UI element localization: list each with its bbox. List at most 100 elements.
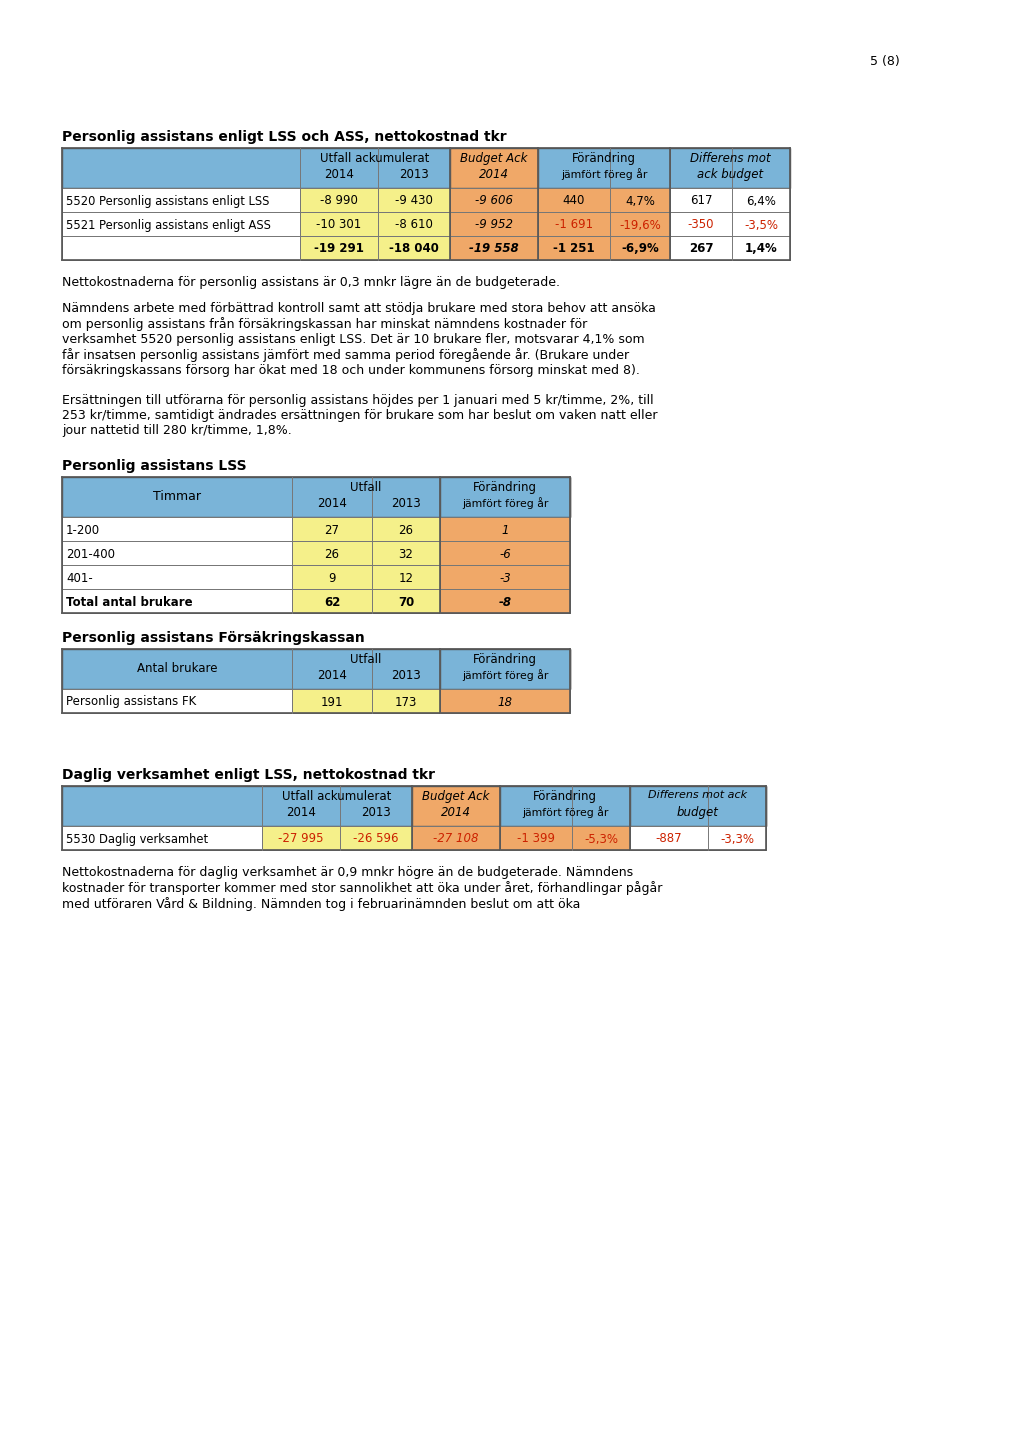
Bar xyxy=(450,149,538,188)
Text: -8 610: -8 610 xyxy=(395,218,433,231)
Bar xyxy=(62,589,292,613)
Text: 267: 267 xyxy=(689,242,714,255)
Text: budget: budget xyxy=(677,807,719,820)
Text: Nettokostnaderna för personlig assistans är 0,3 mnkr lägre än de budgeterade.: Nettokostnaderna för personlig assistans… xyxy=(62,276,560,289)
Text: 5530 Daglig verksamhet: 5530 Daglig verksamhet xyxy=(66,833,208,846)
Bar xyxy=(292,541,440,566)
Text: Antal brukare: Antal brukare xyxy=(137,662,217,675)
Text: Timmar: Timmar xyxy=(153,491,201,504)
Text: 2014: 2014 xyxy=(441,807,471,820)
Text: 2013: 2013 xyxy=(361,807,391,820)
Text: 6,4%: 6,4% xyxy=(746,195,776,208)
Bar xyxy=(62,541,292,566)
Bar xyxy=(412,825,500,850)
Bar xyxy=(440,589,570,613)
Bar xyxy=(412,786,500,825)
Bar xyxy=(670,212,790,237)
Text: ack budget: ack budget xyxy=(697,167,763,180)
Bar xyxy=(62,517,292,541)
Bar xyxy=(62,237,300,260)
Text: Förändring: Förändring xyxy=(473,654,537,667)
Bar xyxy=(440,688,570,713)
Bar xyxy=(62,478,570,517)
Text: -27 995: -27 995 xyxy=(279,833,324,846)
Text: -8: -8 xyxy=(499,596,512,609)
Bar xyxy=(62,566,292,589)
Text: 2013: 2013 xyxy=(391,670,421,683)
Text: -1 399: -1 399 xyxy=(517,833,555,846)
Bar xyxy=(62,149,790,188)
Text: -5,3%: -5,3% xyxy=(584,833,618,846)
Text: 62: 62 xyxy=(324,596,340,609)
Bar xyxy=(670,237,790,260)
Bar xyxy=(630,786,766,825)
Bar xyxy=(292,566,440,589)
Bar xyxy=(630,825,766,850)
Text: 2013: 2013 xyxy=(399,167,429,180)
Bar xyxy=(300,212,450,237)
Text: 1,4%: 1,4% xyxy=(744,242,777,255)
Text: 5520 Personlig assistans enligt LSS: 5520 Personlig assistans enligt LSS xyxy=(66,195,269,208)
Text: 2014: 2014 xyxy=(479,167,509,180)
Text: -6,9%: -6,9% xyxy=(622,242,658,255)
Text: -18 040: -18 040 xyxy=(389,242,439,255)
Text: jämfört föreg år: jämfört föreg år xyxy=(462,496,548,509)
Text: -9 952: -9 952 xyxy=(475,218,513,231)
Bar xyxy=(440,478,570,517)
Text: Utfall: Utfall xyxy=(350,481,382,494)
Text: 18: 18 xyxy=(498,696,512,709)
Text: 617: 617 xyxy=(690,195,713,208)
Text: 201-400: 201-400 xyxy=(66,547,115,560)
Text: -3,5%: -3,5% xyxy=(744,218,778,231)
Text: Förändring: Förändring xyxy=(534,789,597,802)
Text: Förändring: Förändring xyxy=(572,152,636,165)
Bar xyxy=(538,237,670,260)
Text: 2013: 2013 xyxy=(391,496,421,509)
Text: -9 606: -9 606 xyxy=(475,195,513,208)
Text: Budget Ack: Budget Ack xyxy=(422,789,489,802)
Bar xyxy=(670,188,790,212)
Bar xyxy=(440,517,570,541)
Text: Personlig assistans enligt LSS och ASS, nettokostnad tkr: Personlig assistans enligt LSS och ASS, … xyxy=(62,130,507,144)
Text: -19 291: -19 291 xyxy=(314,242,364,255)
Text: Nettokostnaderna för daglig verksamhet är 0,9 mnkr högre än de budgeterade. Nämn: Nettokostnaderna för daglig verksamhet ä… xyxy=(62,866,663,912)
Text: 173: 173 xyxy=(395,696,417,709)
Text: -19 558: -19 558 xyxy=(469,242,519,255)
Text: -19,6%: -19,6% xyxy=(620,218,660,231)
Text: -27 108: -27 108 xyxy=(433,833,479,846)
Text: 401-: 401- xyxy=(66,571,93,584)
Text: 2014: 2014 xyxy=(317,670,347,683)
Text: Ersättningen till utförarna för personlig assistans höjdes per 1 januari med 5 k: Ersättningen till utförarna för personli… xyxy=(62,394,657,437)
Text: Budget Ack: Budget Ack xyxy=(461,152,527,165)
Text: Daglig verksamhet enligt LSS, nettokostnad tkr: Daglig verksamhet enligt LSS, nettokostn… xyxy=(62,768,435,782)
Bar xyxy=(440,541,570,566)
Bar xyxy=(62,688,292,713)
Text: 1-200: 1-200 xyxy=(66,524,100,537)
Bar xyxy=(300,188,450,212)
Text: -8 990: -8 990 xyxy=(321,195,358,208)
Text: Personlig assistans LSS: Personlig assistans LSS xyxy=(62,459,247,473)
Bar xyxy=(450,188,538,212)
Bar xyxy=(62,825,262,850)
Text: -1 691: -1 691 xyxy=(555,218,593,231)
Text: 1: 1 xyxy=(502,524,509,537)
Text: 12: 12 xyxy=(398,571,414,584)
Bar xyxy=(292,589,440,613)
Text: 70: 70 xyxy=(398,596,414,609)
Bar xyxy=(62,188,300,212)
Text: Personlig assistans FK: Personlig assistans FK xyxy=(66,696,197,709)
Text: 2014: 2014 xyxy=(286,807,316,820)
Text: 191: 191 xyxy=(321,696,343,709)
Text: Differens mot ack: Differens mot ack xyxy=(648,789,748,799)
Bar xyxy=(262,825,412,850)
Bar xyxy=(500,825,630,850)
Text: Personlig assistans Försäkringskassan: Personlig assistans Försäkringskassan xyxy=(62,631,365,645)
Text: Nämndens arbete med förbättrad kontroll samt att stödja brukare med stora behov : Nämndens arbete med förbättrad kontroll … xyxy=(62,302,656,377)
Bar xyxy=(62,786,766,825)
Text: 5 (8): 5 (8) xyxy=(870,55,900,68)
Text: -350: -350 xyxy=(688,218,715,231)
Text: Total antal brukare: Total antal brukare xyxy=(66,596,193,609)
Text: 5521 Personlig assistans enligt ASS: 5521 Personlig assistans enligt ASS xyxy=(66,218,271,231)
Bar xyxy=(450,212,538,237)
Bar xyxy=(500,786,630,825)
